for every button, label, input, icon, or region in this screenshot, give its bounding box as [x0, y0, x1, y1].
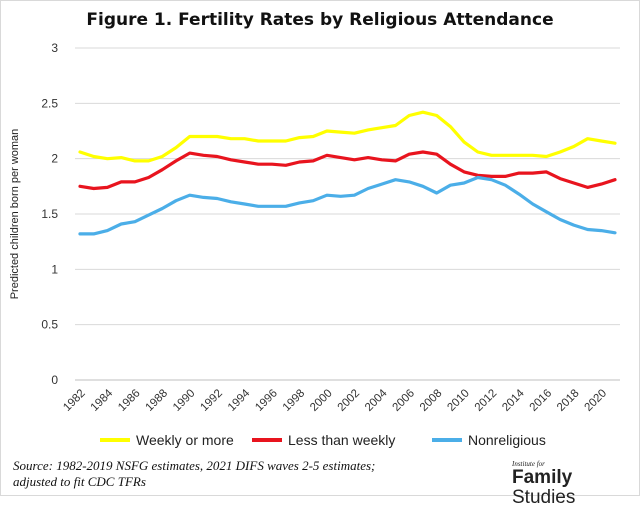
source-note-line-2: adjusted to fit CDC TFRs — [13, 474, 146, 489]
x-tick-label: 1984 — [89, 387, 116, 414]
x-tick-label: 2000 — [308, 387, 335, 414]
legend-label: Nonreligious — [468, 432, 546, 448]
x-tick-label: 1988 — [144, 387, 171, 414]
y-tick-label: 2.5 — [41, 96, 58, 110]
y-axis-label: Predicted children born per woman — [9, 129, 21, 300]
x-tick-label: 1994 — [226, 387, 253, 414]
x-tick-label: 2002 — [336, 387, 363, 414]
x-tick-label: 2016 — [528, 387, 555, 414]
ifs-logo-small-text: Institute for — [512, 460, 545, 468]
x-tick-label: 1998 — [281, 387, 308, 414]
source-note-line-1: Source: 1982-2019 NSFG estimates, 2021 D… — [13, 458, 376, 473]
x-tick-label: 1996 — [253, 387, 280, 414]
x-tick-label: 2010 — [445, 387, 472, 414]
series-line — [78, 175, 617, 236]
series-line — [78, 110, 617, 163]
chart-title: Figure 1. Fertility Rates by Religious A… — [86, 10, 554, 30]
x-tick-label: 1986 — [116, 387, 143, 414]
ifs-logo: Institute for Family Studies — [512, 460, 632, 508]
x-tick-label: 1982 — [61, 387, 88, 414]
x-tick-label: 2018 — [555, 387, 582, 414]
y-tick-label: 0 — [51, 373, 58, 387]
series-line — [78, 150, 617, 191]
y-tick-label: 1 — [51, 262, 58, 276]
x-tick-label: 1992 — [198, 387, 225, 414]
x-tick-label: 2020 — [583, 387, 610, 414]
x-tick-label: 2006 — [390, 387, 417, 414]
ifs-logo-wordmark: Family Studies — [512, 468, 632, 508]
y-tick-label: 3 — [51, 41, 58, 55]
x-tick-label: 2014 — [500, 387, 527, 414]
y-tick-label: 2 — [51, 152, 58, 166]
y-tick-label: 0.5 — [41, 318, 58, 332]
x-tick-label: 2004 — [363, 387, 390, 414]
x-tick-label: 2012 — [473, 387, 500, 414]
source-note: Source: 1982-2019 NSFG estimates, 2021 D… — [13, 458, 493, 490]
ifs-logo-word-family: Family — [512, 467, 573, 488]
legend-label: Weekly or more — [136, 432, 234, 448]
ifs-logo-word-studies: Studies — [512, 487, 576, 508]
legend-label: Less than weekly — [288, 432, 395, 448]
x-tick-label: 1990 — [171, 387, 198, 414]
x-tick-label: 2008 — [418, 387, 445, 414]
y-tick-label: 1.5 — [41, 207, 58, 221]
